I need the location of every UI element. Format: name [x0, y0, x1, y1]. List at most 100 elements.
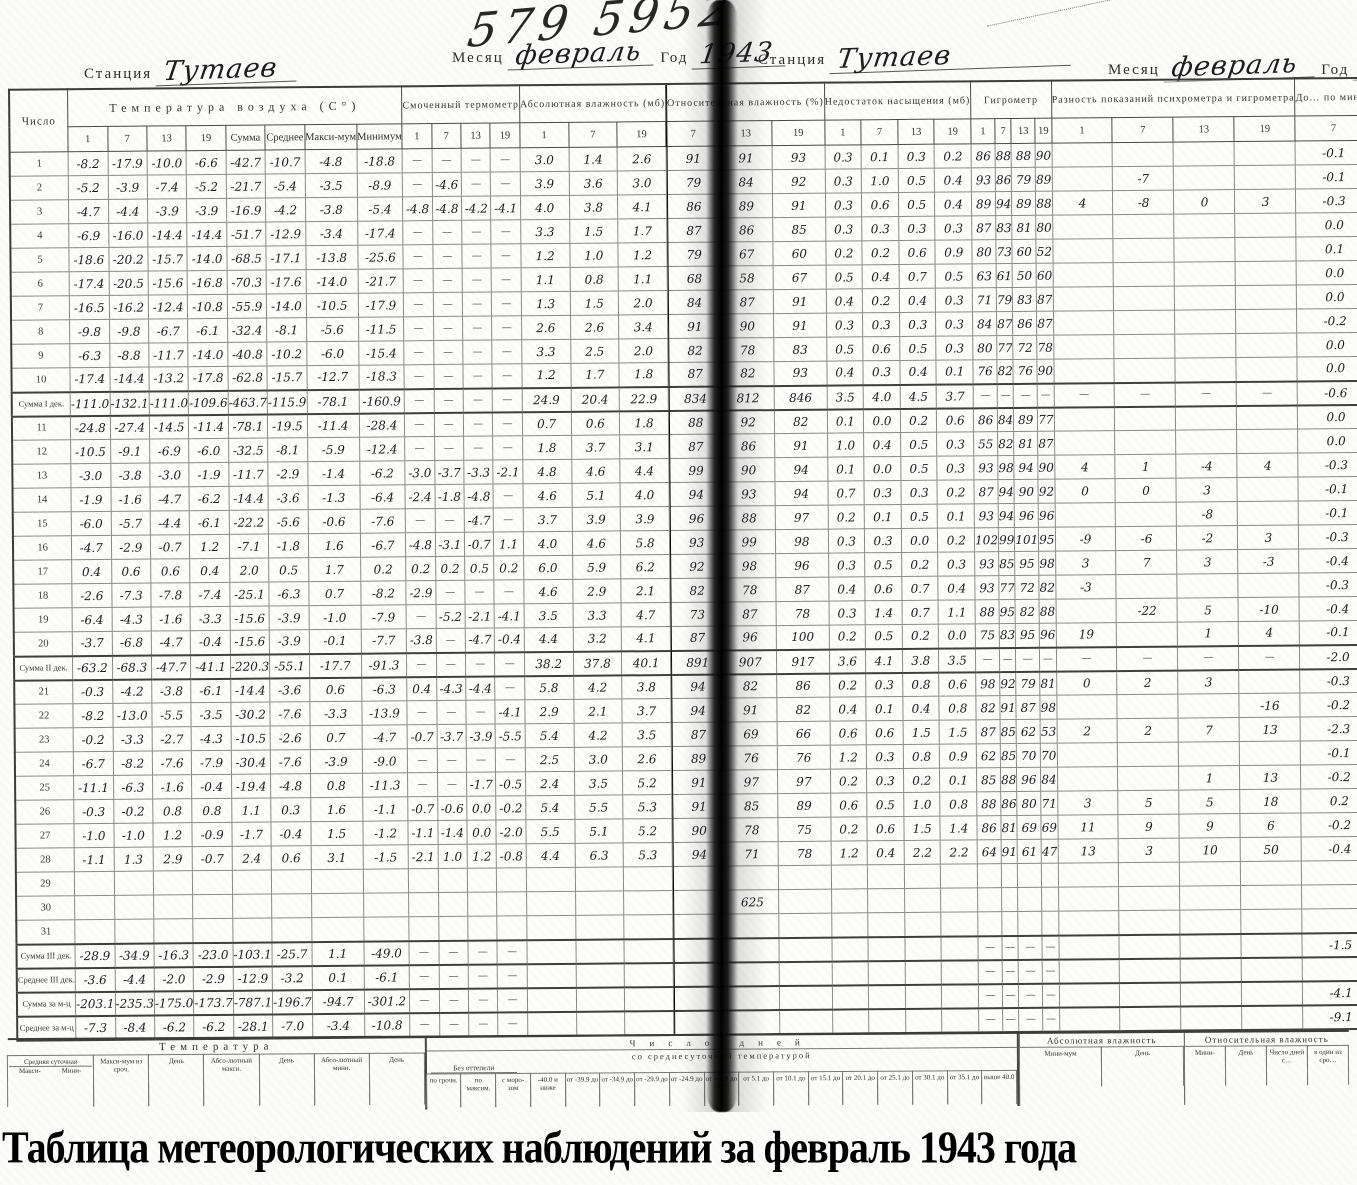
table-cell	[232, 869, 272, 895]
table-cell: 1.0	[569, 242, 619, 268]
table-cell: —	[1002, 1007, 1020, 1032]
table-cell: -4.2	[265, 197, 306, 223]
table-cell: 0.2	[862, 240, 899, 265]
table-cell: -3.9	[309, 749, 363, 774]
table-cell: 98	[997, 455, 1015, 480]
table-cell: 71	[1040, 791, 1058, 816]
table-cell: —	[402, 220, 433, 245]
row-label: 30	[16, 895, 75, 921]
table-cell: 1.5	[569, 218, 619, 244]
hour-column-header: 19	[1234, 116, 1296, 142]
table-cell: -175.0	[154, 990, 194, 1016]
table-cell: 77	[1037, 407, 1055, 432]
table-cell: 0.6	[150, 558, 191, 584]
table-cell: 1.2	[520, 243, 570, 268]
table-cell: -4.7	[464, 508, 494, 533]
table-cell: 80	[1035, 215, 1053, 240]
table-cell: 94	[774, 457, 828, 482]
table-cell: 0.4	[934, 167, 972, 193]
table-cell: 0.6	[861, 192, 899, 217]
table-cell: 1.2	[829, 744, 867, 770]
table-cell: 98	[1040, 695, 1057, 720]
table-cell: 96	[1016, 767, 1041, 792]
table-cell	[905, 960, 942, 985]
row-label: 1	[9, 151, 69, 177]
table-cell: -1.9	[71, 487, 111, 512]
table-cell: -3.9	[107, 175, 148, 200]
table-cell	[941, 983, 979, 1009]
table-cell: -4.3	[111, 607, 152, 632]
table-cell	[868, 960, 906, 985]
hour-column-header: 7	[568, 121, 618, 148]
table-cell: 0.2	[830, 768, 867, 794]
table-cell: 5.2	[622, 770, 672, 795]
table-cell: 1.3	[113, 847, 154, 872]
table-cell: -2.0	[154, 966, 194, 992]
table-cell: 82	[997, 431, 1015, 456]
row-label: 16	[12, 535, 72, 561]
table-cell: —	[491, 315, 522, 341]
footer-cell: от 30.1 до	[911, 1070, 948, 1105]
table-cell	[1301, 860, 1357, 886]
footer-cell: от 20.1 до	[842, 1070, 879, 1105]
table-cell	[526, 915, 576, 940]
table-cell: -70.3	[226, 270, 267, 295]
table-cell: -8.2	[68, 151, 108, 176]
table-cell: -5.9	[307, 437, 360, 462]
table-cell	[867, 864, 905, 889]
table-cell	[1051, 166, 1113, 192]
table-cell: -4.8	[405, 532, 436, 557]
table-cell: 0.0	[1297, 356, 1357, 382]
table-cell: -203.1	[75, 991, 116, 1016]
table-cell: 0.3	[863, 360, 900, 385]
table-cell: 3.5	[938, 647, 976, 673]
table-cell: —	[464, 580, 495, 605]
footer-humidity-section: Абсолютная влажность Мини-мум День Относи…	[1018, 1031, 1350, 1106]
row-label: 13	[12, 463, 72, 489]
table-cell: 5.5	[574, 794, 624, 820]
table-cell: 5.9	[572, 554, 622, 580]
table-cell: -68.5	[226, 246, 267, 271]
table-cell: 20.4	[570, 386, 620, 412]
table-cell: 0.3	[900, 480, 938, 505]
table-cell	[1116, 574, 1178, 599]
table-cell	[1053, 406, 1116, 432]
table-cell	[1119, 934, 1181, 959]
table-cell: -0.6	[437, 796, 467, 821]
table-cell: 3.5	[574, 770, 623, 796]
table-cell	[1059, 1006, 1121, 1032]
table-cell	[575, 938, 625, 964]
table-cell	[867, 888, 905, 913]
table-cell: -7.4	[147, 174, 187, 200]
table-cell: —	[1175, 381, 1237, 407]
table-cell: 80	[972, 239, 997, 264]
table-cell: -1.7	[466, 772, 497, 797]
table-cell: —	[463, 388, 493, 413]
table-cell	[467, 892, 498, 917]
table-cell: -8	[1112, 190, 1175, 215]
table-cell: —	[999, 647, 1016, 672]
table-cell: 9	[1179, 813, 1241, 839]
table-cell: -6.2	[359, 460, 406, 486]
table-cell: -5.7	[110, 511, 151, 536]
table-cell	[1052, 214, 1114, 240]
table-cell: 3.3	[520, 219, 570, 244]
table-cell	[624, 1010, 674, 1035]
table-cell: 0.1	[864, 504, 902, 529]
table-cell: -3.9	[269, 605, 309, 631]
table-cell: 92	[1038, 479, 1055, 504]
table-cell: -16.2	[108, 295, 149, 320]
table-cell	[1180, 957, 1242, 983]
table-cell: -22	[1116, 598, 1178, 623]
table-cell	[1058, 934, 1120, 960]
table-cell: -5.6	[268, 509, 309, 535]
table-cell: 0.0	[901, 528, 939, 553]
table-cell: 0.5	[865, 624, 903, 649]
table-cell: 2.5	[525, 747, 575, 772]
table-cell: -17.9	[107, 151, 148, 176]
table-cell: 1.8	[619, 410, 669, 435]
table-cell: 91	[773, 313, 827, 338]
table-cell: -4.7	[71, 535, 112, 560]
table-cell: —	[433, 412, 464, 437]
table-cell: —	[404, 388, 434, 413]
